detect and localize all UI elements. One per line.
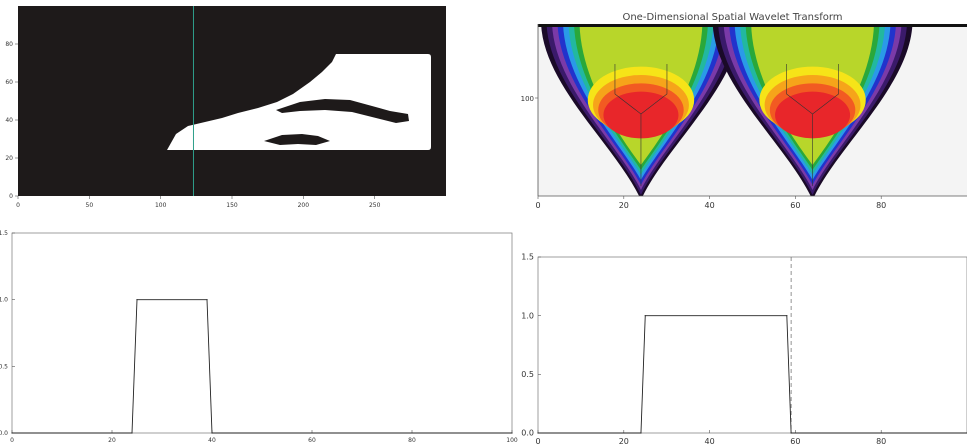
series-point	[511, 432, 513, 434]
series-point	[644, 315, 646, 317]
profile-right-panel: 0 20 40 60 80 0.0 0.5 1.0 1.5	[521, 253, 967, 446]
plot-frame	[537, 256, 967, 434]
x-tick-label: 0	[535, 437, 540, 446]
y-tick-label: 40	[5, 117, 13, 124]
y-tick-label: 1.0	[0, 297, 8, 304]
x-tick-label: 20	[619, 201, 629, 210]
y-tick-label: 1.0	[521, 311, 534, 320]
x-tick-label: 0	[16, 202, 20, 209]
series-point	[11, 432, 13, 434]
x-tick-label: 20	[619, 437, 629, 446]
profile-left-panel: 0 20 40 60 80 100 0.0 0.5 1.0 1.5	[0, 230, 518, 444]
x-tick-label: 100	[506, 437, 518, 444]
series-line	[538, 315, 967, 434]
wavelet-transform-panel: One-Dimensional Spatial Wavelet Transfor…	[521, 12, 967, 210]
x-tick-label: 40	[705, 201, 715, 210]
chart-title: One-Dimensional Spatial Wavelet Transfor…	[622, 12, 842, 23]
wavelet-heatmap	[538, 24, 967, 196]
y-tick-label: 100	[521, 95, 534, 103]
series-point	[786, 315, 788, 317]
series-point	[640, 432, 642, 434]
x-tick-label: 40	[705, 437, 715, 446]
x-tick-label: 80	[876, 437, 886, 446]
x-tick-label: 0	[10, 437, 14, 444]
white-shape	[167, 54, 431, 150]
y-tick-label: 0.0	[0, 430, 8, 437]
ridge-line	[812, 64, 839, 115]
y-tick-label: 20	[5, 155, 13, 162]
shape-hole-2	[264, 134, 330, 145]
y-tick-label: 60	[5, 79, 13, 86]
series-line	[12, 299, 512, 434]
y-tick-label: 1.5	[521, 253, 534, 262]
shape-hole-1	[276, 99, 409, 123]
x-tick-label: 80	[876, 201, 886, 210]
y-tick-label: 0.5	[521, 370, 534, 379]
ridge-line	[614, 64, 642, 186]
series-point	[131, 432, 133, 434]
series-point	[537, 432, 539, 434]
x-tick-label: 50	[86, 202, 94, 209]
x-tick-label: 200	[298, 202, 310, 209]
series-point	[136, 299, 138, 301]
series-point	[206, 299, 208, 301]
x-tick-label: 60	[790, 437, 800, 446]
series-point	[790, 432, 792, 434]
binary-image-panel: 0 50 100 150 200 250 0 20 40 60 80	[5, 6, 446, 209]
y-tick-label: 0.0	[521, 429, 534, 438]
x-tick-label: 250	[369, 202, 381, 209]
y-tick-label: 1.5	[0, 230, 8, 237]
ridge-line	[786, 64, 813, 186]
series-point	[211, 432, 213, 434]
plot-frame	[11, 232, 513, 434]
x-tick-label: 150	[226, 202, 238, 209]
x-tick-label: 20	[108, 437, 116, 444]
x-tick-label: 100	[155, 202, 167, 209]
x-tick-label: 60	[790, 201, 800, 210]
x-tick-label: 80	[408, 437, 416, 444]
y-tick-label: 80	[5, 41, 13, 48]
y-tick-label: 0	[9, 193, 13, 200]
x-tick-label: 60	[308, 437, 316, 444]
y-tick-label: 0.5	[0, 363, 8, 370]
x-tick-label: 0	[535, 201, 540, 210]
heatmap-top-rim	[538, 24, 967, 27]
x-tick-label: 40	[208, 437, 216, 444]
ridge-line	[640, 64, 668, 115]
